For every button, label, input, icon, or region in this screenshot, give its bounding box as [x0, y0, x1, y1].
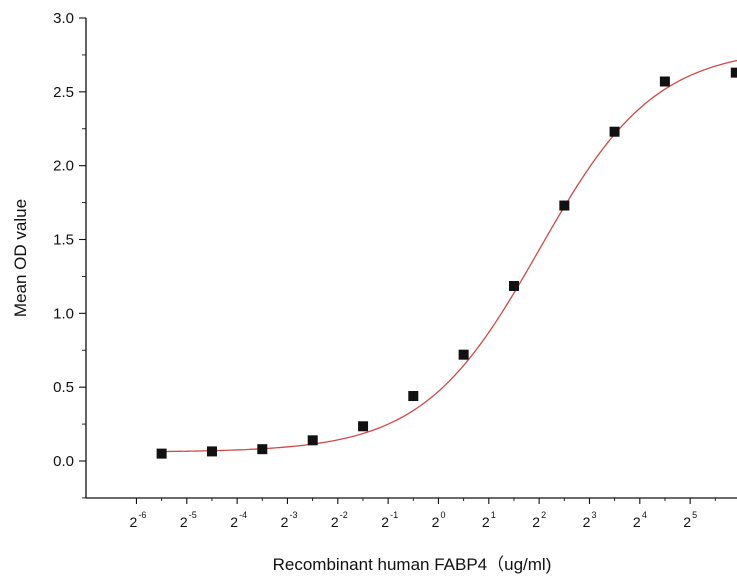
x-tick-exponent: 3	[591, 510, 596, 520]
data-point	[156, 448, 167, 459]
x-tick-base: 2	[633, 514, 641, 530]
x-tick-base: 2	[281, 514, 289, 530]
data-point	[206, 446, 217, 457]
x-tick-base: 2	[180, 514, 188, 530]
data-point	[659, 76, 670, 87]
data-point	[559, 200, 570, 211]
x-ticks: 2 -6 2 -5 2 -4 2 -3 2 -2 2 -1 2 0 2 1 2 2 2 3 2 4 2 5	[130, 498, 716, 530]
data-point	[730, 67, 737, 78]
x-tick-base: 2	[583, 514, 591, 530]
x-tick-exponent: -5	[189, 510, 197, 520]
x-tick-label: 2 -5	[180, 510, 197, 530]
x-tick-label: 2 -4	[230, 510, 247, 530]
x-tick-exponent: 4	[642, 510, 647, 520]
data-point	[609, 126, 620, 137]
data-point	[509, 281, 520, 292]
x-tick-label: 2 -2	[331, 510, 348, 530]
x-tick-exponent: -4	[239, 510, 247, 520]
y-axis-title: Mean OD value	[11, 199, 30, 317]
x-tick-label: 2 -6	[130, 510, 147, 530]
y-tick-label: 0.0	[53, 453, 74, 470]
data-points	[156, 67, 737, 459]
x-tick-base: 2	[331, 514, 339, 530]
x-tick-exponent: -6	[138, 510, 146, 520]
data-point	[458, 349, 469, 360]
x-tick-exponent: -1	[390, 510, 398, 520]
y-tick-label: 2.5	[53, 84, 74, 101]
x-tick-exponent: -2	[340, 510, 348, 520]
x-tick-label: 2 -3	[281, 510, 298, 530]
y-tick-label: 3.0	[53, 10, 74, 27]
x-tick-exponent: -3	[289, 510, 297, 520]
data-point	[358, 421, 369, 432]
x-tick-exponent: 2	[541, 510, 546, 520]
x-tick-exponent: 5	[692, 510, 697, 520]
x-tick-exponent: 0	[440, 510, 445, 520]
x-tick-base: 2	[482, 514, 490, 530]
x-tick-label: 2 -1	[381, 510, 398, 530]
x-tick-base: 2	[683, 514, 691, 530]
axes	[85, 18, 737, 499]
y-tick-label: 1.0	[53, 305, 74, 322]
x-tick-base: 2	[432, 514, 440, 530]
fit-curve	[161, 59, 737, 453]
x-tick-base: 2	[130, 514, 138, 530]
y-tick-label: 2.0	[53, 158, 74, 175]
data-point	[307, 435, 318, 446]
x-tick-base: 2	[381, 514, 389, 530]
x-axis-title: Recombinant human FABP4（ug/ml)	[273, 555, 552, 574]
x-tick-base: 2	[230, 514, 238, 530]
x-tick-exponent: 1	[491, 510, 496, 520]
y-ticks: 0.0 0.5 1.0 1.5 2.0 2.5 3.0	[53, 10, 86, 499]
y-tick-label: 0.5	[53, 379, 74, 396]
y-tick-label: 1.5	[53, 232, 74, 249]
data-point	[257, 444, 268, 455]
x-tick-base: 2	[532, 514, 540, 530]
data-point	[408, 391, 419, 402]
